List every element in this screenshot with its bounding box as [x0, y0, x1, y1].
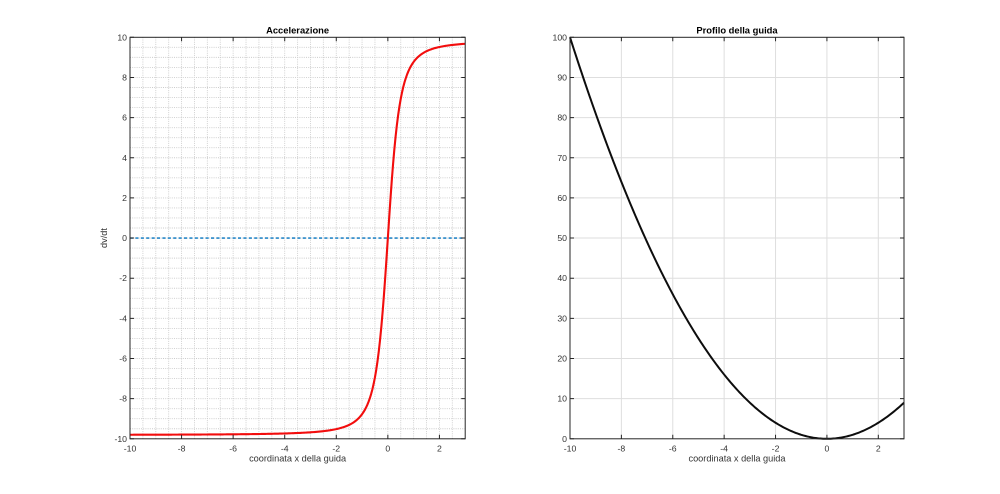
svg-text:8: 8	[122, 72, 127, 82]
svg-text:0: 0	[385, 444, 390, 454]
svg-text:2: 2	[122, 193, 127, 203]
svg-text:100: 100	[553, 32, 568, 42]
svg-text:dv/dt: dv/dt	[99, 228, 109, 248]
svg-text:2: 2	[876, 444, 881, 454]
svg-text:-8: -8	[178, 444, 186, 454]
svg-text:-4: -4	[281, 444, 289, 454]
svg-text:-2: -2	[772, 444, 780, 454]
svg-text:-2: -2	[332, 444, 340, 454]
svg-text:-6: -6	[229, 444, 237, 454]
svg-text:80: 80	[557, 113, 567, 123]
svg-text:Profilo della guida: Profilo della guida	[696, 25, 778, 36]
svg-text:-4: -4	[119, 313, 127, 323]
svg-text:0: 0	[824, 444, 829, 454]
svg-text:40: 40	[557, 273, 567, 283]
svg-text:coordinata x della guida: coordinata x della guida	[688, 454, 786, 464]
svg-text:0: 0	[562, 434, 567, 444]
svg-text:0: 0	[122, 233, 127, 243]
svg-text:Accelerazione: Accelerazione	[266, 25, 329, 36]
svg-text:10: 10	[117, 32, 127, 42]
svg-text:4: 4	[122, 153, 127, 163]
svg-text:2: 2	[437, 444, 442, 454]
svg-text:-10: -10	[124, 444, 137, 454]
svg-text:-6: -6	[669, 444, 677, 454]
svg-text:60: 60	[557, 193, 567, 203]
svg-text:-8: -8	[119, 394, 127, 404]
svg-text:-10: -10	[564, 444, 577, 454]
svg-text:6: 6	[122, 113, 127, 123]
svg-text:90: 90	[557, 72, 567, 82]
svg-text:30: 30	[557, 313, 567, 323]
svg-text:-8: -8	[618, 444, 626, 454]
svg-text:-10: -10	[114, 434, 127, 444]
svg-text:-4: -4	[720, 444, 728, 454]
svg-text:-6: -6	[119, 354, 127, 364]
svg-text:10: 10	[557, 394, 567, 404]
svg-text:coordinata x della guida: coordinata x della guida	[249, 454, 347, 464]
svg-text:70: 70	[557, 153, 567, 163]
svg-text:20: 20	[557, 354, 567, 364]
svg-text:50: 50	[557, 233, 567, 243]
svg-text:-2: -2	[119, 273, 127, 283]
